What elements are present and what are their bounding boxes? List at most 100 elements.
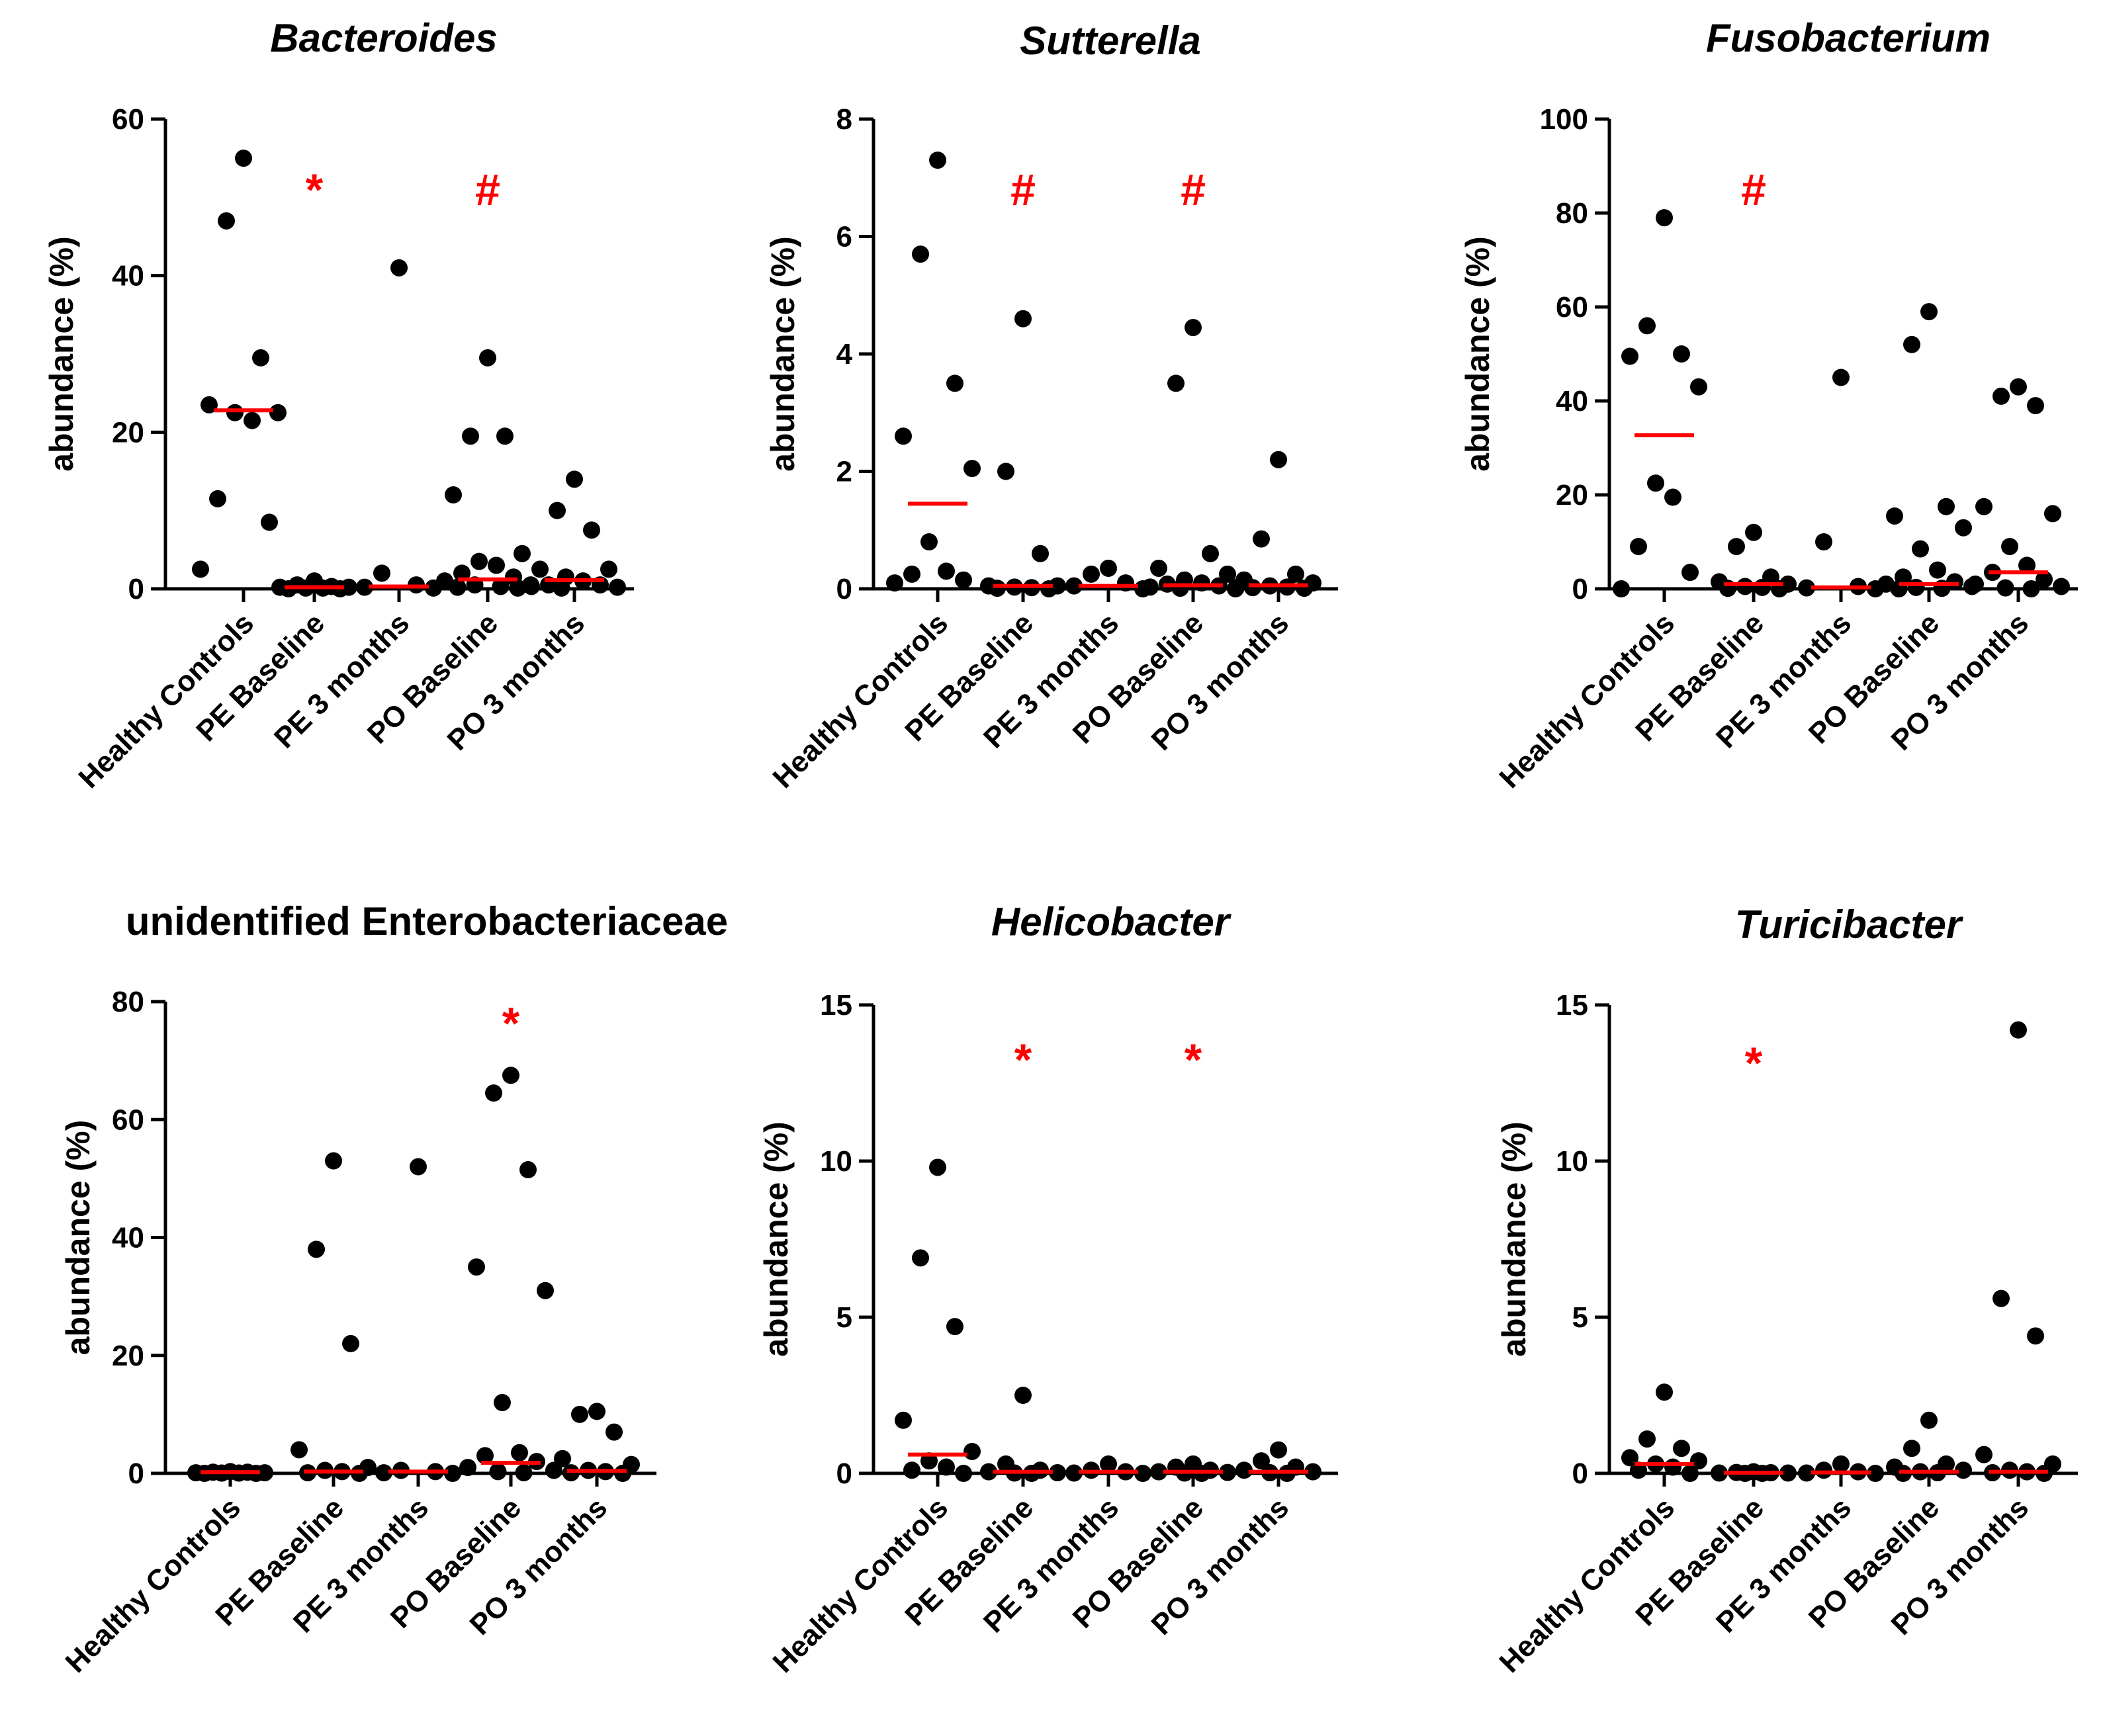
data-point <box>2001 538 2018 556</box>
y-tick-label: 8 <box>836 103 852 136</box>
data-point <box>1967 575 1984 593</box>
data-point <box>1832 1455 1850 1473</box>
data-point <box>1150 559 1167 577</box>
y-tick-label: 0 <box>1572 1457 1588 1490</box>
y-tick-label: 5 <box>1572 1301 1588 1334</box>
data-point <box>468 1258 485 1276</box>
data-point <box>1877 575 1895 593</box>
data-point <box>502 1066 519 1084</box>
data-point <box>356 578 373 596</box>
data-point <box>325 1152 342 1170</box>
y-tick-label: 60 <box>1556 291 1588 324</box>
data-point <box>1621 1449 1638 1467</box>
data-point <box>2027 397 2044 415</box>
data-point <box>375 1464 392 1482</box>
data-point <box>955 1465 972 1482</box>
data-point <box>1032 544 1049 562</box>
data-point <box>1647 474 1664 492</box>
data-point <box>1779 1464 1797 1482</box>
data-point <box>1929 561 1946 579</box>
data-point <box>390 259 408 277</box>
data-point <box>1014 310 1032 327</box>
data-point <box>1745 523 1762 541</box>
data-point <box>1711 1464 1728 1482</box>
data-point <box>1040 580 1057 597</box>
data-point <box>209 490 226 507</box>
data-point <box>519 1161 537 1179</box>
data-point <box>476 1447 494 1465</box>
data-point <box>1673 345 1690 363</box>
data-point <box>523 578 540 595</box>
data-point <box>1681 564 1699 582</box>
data-point <box>485 1084 502 1102</box>
x-category-label: Healthy Controls <box>59 1491 247 1679</box>
data-point <box>226 404 244 421</box>
data-point <box>2018 556 2036 574</box>
data-point <box>1955 1461 1972 1479</box>
data-point <box>489 1463 507 1481</box>
data-point <box>514 544 531 562</box>
y-tick-label: 6 <box>836 221 852 253</box>
data-point <box>1798 1464 1815 1482</box>
data-point <box>1907 578 1925 596</box>
data-point <box>566 470 583 488</box>
y-tick-label: 100 <box>1540 103 1588 136</box>
data-point <box>1886 507 1903 525</box>
significance-marker: * <box>1014 1035 1032 1085</box>
data-point <box>1150 1463 1167 1481</box>
y-tick-label: 40 <box>112 260 144 292</box>
y-tick-label: 4 <box>836 338 853 370</box>
y-tick-label: 0 <box>1572 573 1588 605</box>
data-point <box>201 396 218 413</box>
data-point <box>955 571 972 589</box>
data-point <box>1920 1411 1938 1429</box>
data-point <box>1920 303 1938 321</box>
data-point <box>252 349 269 367</box>
data-point <box>192 560 209 578</box>
data-point <box>373 564 390 582</box>
data-point <box>609 578 626 596</box>
data-point <box>980 1463 997 1481</box>
data-point <box>291 1441 308 1459</box>
data-point <box>938 1458 955 1476</box>
data-point <box>1613 580 1630 597</box>
significance-marker: * <box>1745 1038 1763 1088</box>
data-point <box>903 565 920 583</box>
data-point <box>410 1158 427 1176</box>
data-point <box>963 460 981 478</box>
significance-marker: # <box>1741 165 1766 215</box>
data-point <box>449 578 467 596</box>
data-point <box>903 1461 920 1479</box>
data-point <box>1815 1461 1832 1479</box>
data-point <box>488 556 505 574</box>
data-point <box>436 572 453 590</box>
data-point <box>459 1459 476 1477</box>
data-point <box>1975 1446 1993 1463</box>
data-point <box>235 150 252 167</box>
data-point <box>614 1465 631 1482</box>
y-tick-label: 10 <box>1556 1145 1588 1178</box>
data-point <box>1049 1464 1066 1482</box>
data-point <box>1227 580 1244 597</box>
data-point <box>2010 378 2027 396</box>
y-axis-label: abundance (%) <box>1496 1121 1533 1357</box>
data-point <box>1638 317 1656 335</box>
data-point <box>1638 1430 1656 1448</box>
data-point <box>1690 1452 1707 1470</box>
data-point <box>1690 378 1707 396</box>
data-point <box>494 1394 511 1412</box>
data-point <box>1253 530 1270 548</box>
data-point <box>920 533 938 550</box>
y-tick-label: 40 <box>1556 385 1588 417</box>
data-point <box>1244 579 1261 597</box>
data-point <box>912 245 929 263</box>
data-point <box>946 374 963 392</box>
y-tick-label: 0 <box>128 1457 144 1490</box>
data-point <box>545 1461 562 1479</box>
y-tick-label: 60 <box>112 103 144 136</box>
data-point <box>929 1158 946 1176</box>
data-point <box>1630 538 1647 556</box>
data-point <box>1903 335 1920 353</box>
